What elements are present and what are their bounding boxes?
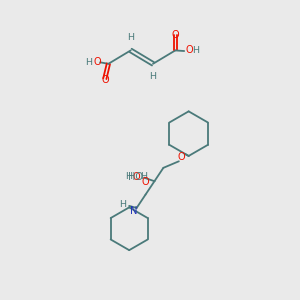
Text: O: O bbox=[177, 152, 185, 162]
Text: O: O bbox=[142, 177, 149, 187]
Text: H: H bbox=[149, 72, 157, 81]
Text: H: H bbox=[127, 33, 134, 42]
Text: H: H bbox=[119, 200, 126, 208]
Text: O: O bbox=[133, 172, 140, 182]
Text: HO: HO bbox=[128, 172, 142, 182]
Text: O: O bbox=[94, 57, 101, 67]
Text: O: O bbox=[172, 30, 179, 40]
Text: H: H bbox=[85, 58, 93, 67]
Text: N: N bbox=[130, 206, 137, 216]
Text: O: O bbox=[186, 45, 193, 56]
Text: H: H bbox=[125, 172, 132, 181]
Text: H: H bbox=[140, 172, 147, 181]
Text: O: O bbox=[102, 75, 109, 85]
Text: H: H bbox=[193, 46, 200, 55]
